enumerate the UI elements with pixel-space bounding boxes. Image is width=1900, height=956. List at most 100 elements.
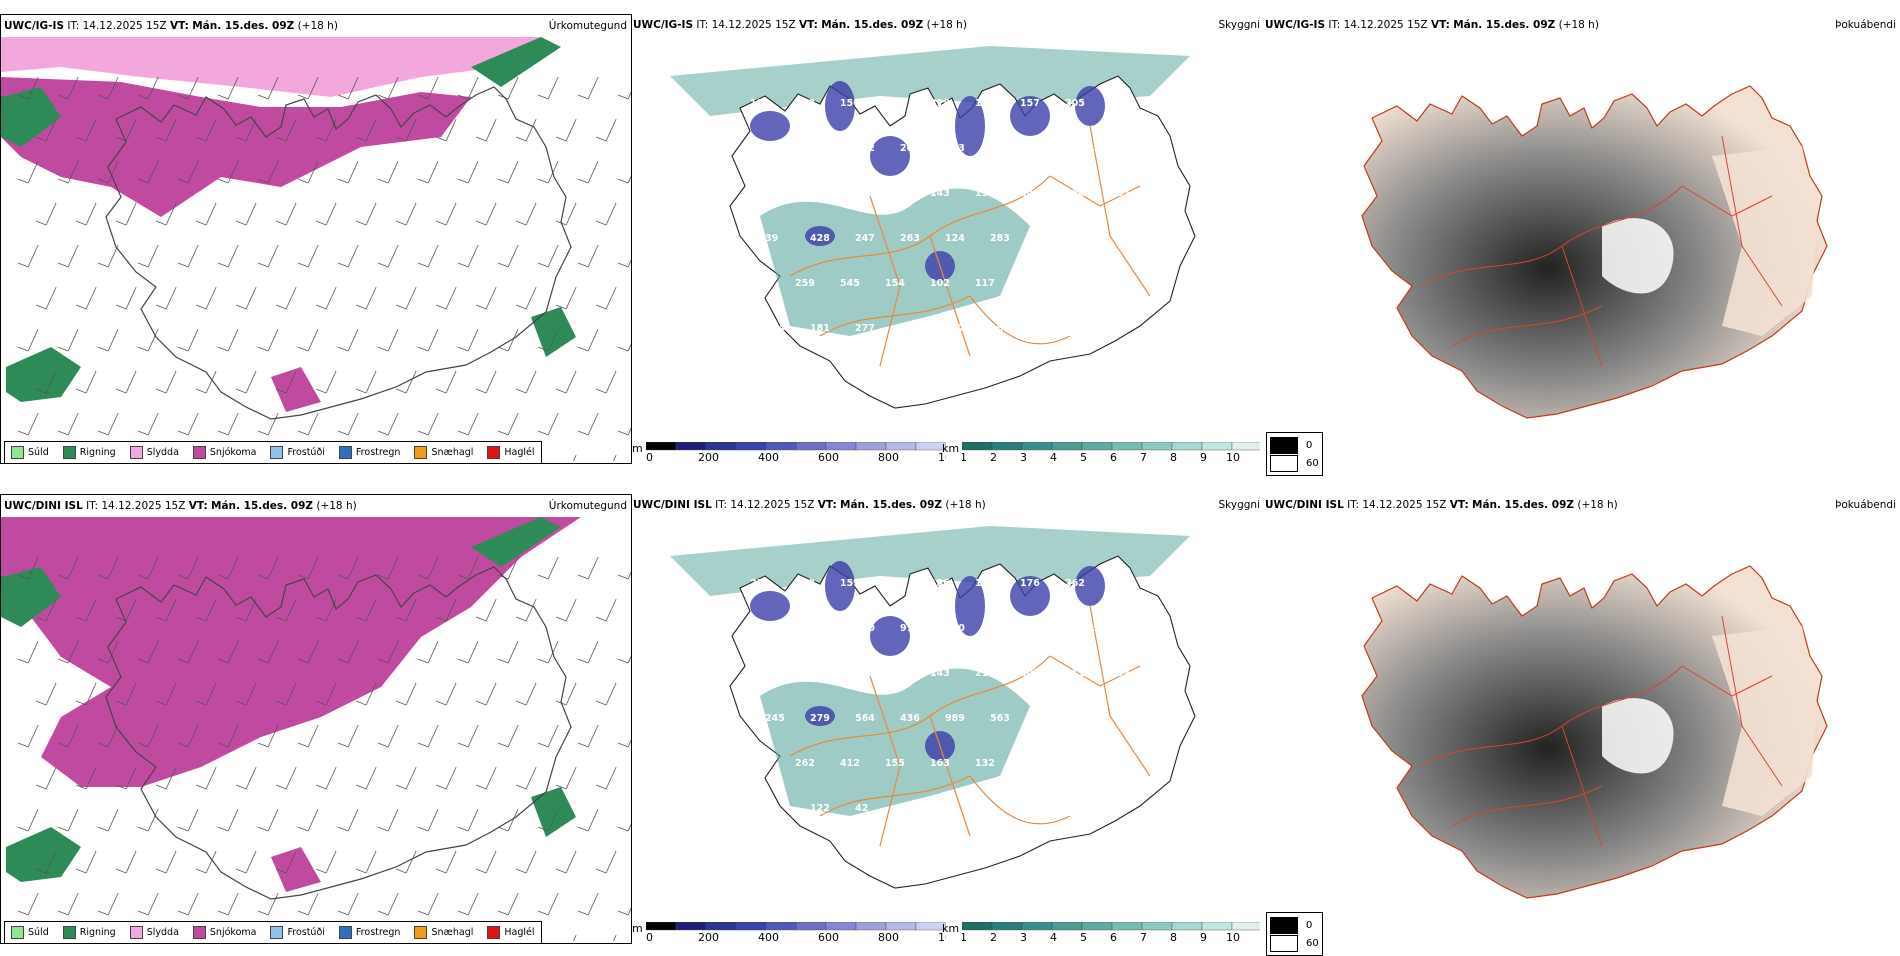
- cloud-base-value: 318: [930, 98, 950, 109]
- colorbar-tick: 400: [758, 931, 779, 942]
- cloud-base-value: 232: [1110, 668, 1130, 679]
- colorbar-tick: 600: [818, 931, 839, 942]
- legend-label: Snæhagl: [431, 447, 474, 458]
- fog-legend-row: 60: [1270, 934, 1319, 952]
- colorbar-tick: 2: [990, 931, 997, 942]
- legend-swatch: [11, 926, 24, 939]
- cloud-base-value: 119: [1125, 143, 1145, 154]
- cloud-base-value: 122: [810, 803, 830, 814]
- fog-legend-swatch: [1270, 454, 1298, 472]
- cloud-base-value: 162: [990, 323, 1010, 334]
- fog-title: Þokuábendi: [1835, 19, 1896, 31]
- colorbar-tick: 5: [1080, 931, 1087, 942]
- cloud-base-value: 277: [855, 323, 875, 334]
- vt-label: VT:: [188, 500, 208, 512]
- panel-header: UWC/IG-IS IT: 14.12.2025 15Z VT: Mán. 15…: [1262, 14, 1900, 36]
- it-label: IT:: [1347, 499, 1360, 511]
- glacier-area: [1602, 698, 1674, 774]
- cloud-base-value: 277: [750, 278, 770, 289]
- it-value: 14.12.2025 15Z: [711, 19, 796, 31]
- cloud-base-value: 149: [795, 578, 815, 589]
- fog-legend-label: 60: [1306, 457, 1319, 469]
- lead-time: (+18 h): [297, 20, 338, 32]
- legend-swatch: [192, 926, 206, 939]
- precip-type-legend: Súld Rigning Slydda Snjókoma Frostúði Frostre…: [4, 441, 542, 463]
- iceland-outline: [105, 566, 572, 900]
- colorbar-unit: m: [632, 442, 643, 455]
- fog-index-map: [1361, 565, 1828, 899]
- legend-label: Rigning: [79, 927, 116, 938]
- fog-legend-row: 0: [1270, 916, 1319, 934]
- cloud-base-value: 727: [1125, 713, 1145, 724]
- colorbar-tick: 200: [698, 931, 719, 942]
- lead-time: (+18 h): [316, 500, 357, 512]
- legend-swatch: [338, 926, 352, 939]
- cloud-base-value: 130: [855, 623, 875, 634]
- colorbar-tick: 3: [1020, 451, 1027, 462]
- colorbar-tick: 200: [698, 451, 719, 462]
- legend-swatch: [129, 446, 143, 459]
- fog-shading: [1361, 565, 1828, 899]
- legend-item: Súld: [11, 446, 49, 459]
- precip-areas: [1, 37, 576, 412]
- cloud-base-scale: 0 200 400 600 800 1000: [645, 922, 946, 942]
- legend-swatch: [62, 446, 76, 459]
- legend-label: Haglél: [504, 927, 535, 938]
- cloud-base-value: 99: [1035, 143, 1048, 154]
- legend-item: Frostúði: [270, 926, 325, 939]
- fog-legend: 0 60: [1266, 912, 1323, 956]
- legend-label: Slydda: [146, 927, 179, 938]
- model-name: UWC/IG-IS: [633, 19, 694, 31]
- cloud-base-value: 155: [885, 758, 905, 769]
- legend-item: Frostregn: [338, 446, 400, 459]
- precip-areas: [1, 517, 581, 892]
- legend-item: Súld: [11, 926, 49, 939]
- cloud-base-value: 94: [1020, 278, 1034, 289]
- cloud-base-value: 325: [885, 98, 905, 109]
- header-info: UWC/IG-IS IT: 14.12.2025 15Z VT: Mán. 15…: [633, 14, 967, 36]
- panel-header: UWC/DINI ISL IT: 14.12.2025 15Z VT: Mán.…: [1, 495, 631, 517]
- cloud-base-value: 245: [765, 713, 785, 724]
- cloud-base-value: 121: [1020, 758, 1040, 769]
- cloud-base-value: 161: [1110, 98, 1130, 109]
- cloud-base-value: 120: [810, 623, 830, 634]
- cloud-base-value: 545: [840, 278, 860, 289]
- header-info: UWC/DINI ISL IT: 14.12.2025 15Z VT: Mán.…: [1265, 494, 1618, 516]
- precip-type-legend: Súld Rigning Slydda Snjókoma Frostúði Frostre…: [4, 921, 542, 943]
- it-value: 14.12.2025 15Z: [1343, 19, 1428, 31]
- visibility-title: Skyggni: [1218, 499, 1261, 511]
- vt-label: VT:: [817, 499, 837, 511]
- it-label: IT:: [1328, 19, 1341, 31]
- fog-index-panel: UWC/DINI ISL IT: 14.12.2025 15Z VT: Mán.…: [1262, 494, 1900, 944]
- cloud-base-value: 200: [1110, 278, 1130, 289]
- cloud-base-value: 102: [930, 278, 950, 289]
- cloud-base-value: 158: [810, 143, 830, 154]
- cloud-base-value: 111: [1080, 143, 1100, 154]
- precip-title: Úrkomutegund: [548, 500, 627, 512]
- cloud-base-value: 263: [900, 233, 920, 244]
- cloud-base-value: 259: [795, 278, 815, 289]
- cloud-base-value: 262: [795, 758, 815, 769]
- cloud-base-value: 39: [765, 233, 778, 244]
- cloud-base-value: 93: [750, 758, 763, 769]
- vt-label: VT:: [169, 20, 189, 32]
- cloud-base-value: 283: [990, 233, 1010, 244]
- fog-title: Þokuábendi: [1835, 499, 1896, 511]
- cloud-base-value: 97: [1035, 713, 1048, 724]
- cloud-base-value: 428: [810, 233, 830, 244]
- vt-value: Mán. 15.des. 09Z: [1453, 19, 1556, 31]
- legend-item: Frostúði: [270, 446, 325, 459]
- cloud-base-value: 42: [855, 803, 868, 814]
- cloud-base-value: 108: [840, 188, 860, 199]
- cloud-base-value: 262: [1065, 578, 1085, 589]
- clear-area: [1712, 626, 1817, 816]
- lead-time: (+18 h): [1577, 499, 1618, 511]
- road-network: [789, 605, 1151, 847]
- panel-header: UWC/DINI ISL IT: 14.12.2025 15Z VT: Mán.…: [1262, 494, 1900, 516]
- cloud-base-value: 395: [1080, 713, 1100, 724]
- cloud-base-value: 212: [975, 668, 995, 679]
- it-value: 14.12.2025 15Z: [82, 20, 167, 32]
- cloud-base-value: 564: [855, 713, 875, 724]
- wind-barbs: [17, 556, 631, 941]
- visibility-scale: 1 2 3 4 5 6 7 8 9 10: [962, 922, 1260, 942]
